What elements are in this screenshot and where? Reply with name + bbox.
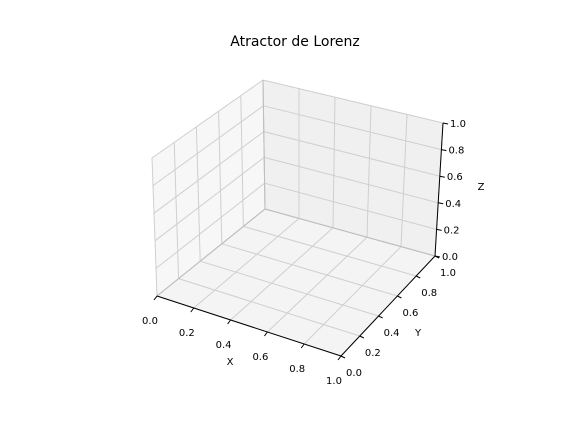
grid-x-floor: [303, 246, 402, 345]
x-tick-mark: [190, 307, 195, 313]
grid-x-floor: [193, 218, 300, 309]
grid-z-side: [152, 105, 264, 187]
z-tick-mark: [438, 202, 444, 205]
grid-x-back: [332, 97, 336, 228]
grid-z-side: [155, 182, 265, 269]
grid-x-back: [400, 114, 408, 247]
x-tick-mark: [337, 355, 342, 361]
grid-x-back: [366, 105, 372, 238]
y-tick-mark: [378, 315, 383, 319]
grid-y-floor: [243, 225, 417, 277]
grid-y-side: [151, 157, 158, 297]
pane-floor-xy: [157, 209, 435, 356]
chart-title: Atractor de Lorenz: [230, 34, 359, 50]
z-tick-label: 0.8: [448, 146, 464, 157]
tick-labels: 0.00.20.40.60.81.00.00.20.40.60.81.00.00…: [142, 119, 466, 387]
grid-y-side: [240, 95, 244, 227]
y-tick-label: 1.0: [440, 268, 456, 279]
x-tick-mark: [263, 331, 268, 337]
y-axis-label: Y: [414, 328, 422, 339]
tick-marks: [153, 122, 449, 361]
grid-y-floor: [200, 260, 379, 317]
z-tick-mark: [441, 149, 447, 152]
grid-x-floor: [230, 227, 334, 321]
grid-z-side: [153, 131, 265, 214]
x-tick-label: 0.4: [216, 340, 232, 351]
z-tick-mark: [442, 122, 449, 125]
y-axis-line: [340, 255, 436, 357]
z-tick-mark: [439, 175, 445, 178]
grid-y-floor: [178, 278, 360, 337]
x-tick-mark: [227, 319, 232, 325]
pane-side-yz: [152, 80, 265, 296]
z-axis-label: Z: [478, 182, 485, 193]
grid-y-floor: [221, 243, 398, 297]
grid-x-floor: [267, 236, 368, 333]
z-tick-mark: [436, 228, 442, 231]
grid-z-side: [154, 157, 265, 242]
y-tick-label: 0.6: [402, 308, 418, 319]
z-axis-line: [434, 122, 444, 257]
grid-z-back: [263, 105, 442, 151]
x-axis-line: [156, 295, 342, 357]
pane-edge: [264, 208, 436, 257]
grid-z-back: [264, 182, 437, 230]
grid-y-side: [218, 111, 223, 244]
y-tick-label: 0.8: [421, 288, 437, 299]
grid-z-back: [263, 131, 440, 177]
x-tick-mark: [300, 343, 305, 349]
x-tick-mark: [153, 295, 158, 301]
z-tick-label: 1.0: [450, 119, 466, 130]
z-tick-label: 0.6: [447, 172, 463, 183]
y-tick-mark: [397, 295, 402, 299]
pane-edge: [262, 79, 266, 210]
x-tick-label: 0.8: [289, 364, 305, 375]
axis-lines: [156, 79, 444, 357]
x-axis-label: X: [227, 357, 234, 368]
z-tick-label: 0.0: [442, 252, 458, 263]
x-tick-label: 0.2: [179, 328, 195, 339]
y-tick-mark: [415, 275, 421, 279]
grid-y-side: [173, 142, 180, 279]
z-tick-label: 0.4: [445, 199, 461, 210]
y-tick-label: 0.2: [365, 348, 381, 359]
grid-y-side: [195, 126, 201, 262]
x-tick-label: 0.0: [142, 316, 158, 327]
grid-z-back: [264, 156, 439, 204]
y-tick-mark: [359, 335, 365, 339]
z-tick-label: 0.2: [444, 225, 460, 236]
x-tick-label: 0.6: [252, 352, 268, 363]
y-tick-label: 0.0: [346, 368, 362, 379]
z-tick-mark: [434, 255, 441, 258]
pane-edge: [156, 208, 266, 297]
pane-back-xz: [263, 80, 443, 256]
y-tick-mark: [340, 355, 346, 359]
grid-z-side: [151, 79, 264, 159]
grid-z-back: [262, 79, 444, 124]
y-tick-label: 0.4: [384, 328, 400, 339]
x-tick-label: 1.0: [326, 376, 342, 387]
